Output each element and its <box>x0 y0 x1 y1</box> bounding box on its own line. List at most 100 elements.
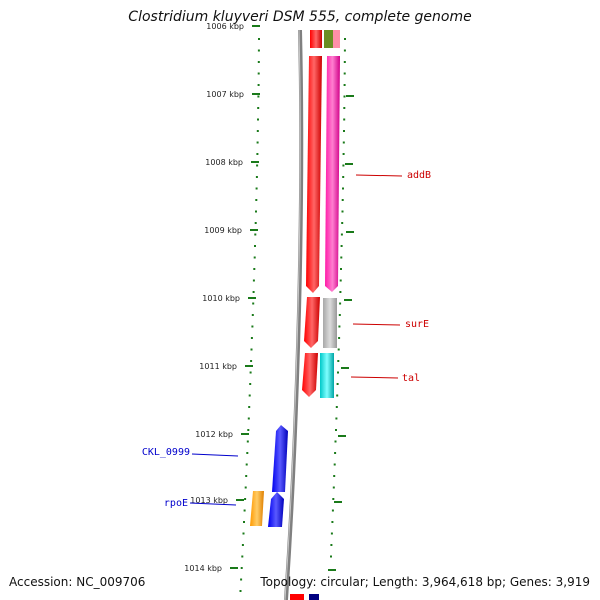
ruler-dot <box>249 383 252 385</box>
gene-label-rpoE: rpoE <box>164 498 188 509</box>
cds-red-lower <box>302 353 318 397</box>
ruler-dot <box>255 210 257 213</box>
tick-label: 1014 kbp <box>184 564 222 573</box>
gene-leader-line <box>355 174 403 177</box>
ruler-dot <box>256 141 259 144</box>
ruler-dot <box>257 118 259 121</box>
ruler-dot <box>249 371 252 374</box>
ruler-dot <box>343 118 346 121</box>
ruler-dot <box>257 95 260 98</box>
ruler-dot <box>331 521 334 523</box>
ruler-dot <box>341 199 344 201</box>
ruler-dot <box>257 84 260 86</box>
ruler-dot <box>257 61 260 63</box>
ruler-dot <box>335 417 338 420</box>
ruler-dot <box>256 164 259 167</box>
ruler-dot <box>342 153 345 155</box>
ruler-dot <box>334 440 337 443</box>
ruler-dot <box>242 532 245 535</box>
ruler-dot <box>344 38 346 40</box>
tick-label: 1007 kbp <box>206 90 244 99</box>
ruler-dot <box>334 452 337 454</box>
ruler-dot <box>256 130 259 132</box>
ruler-dot <box>257 49 260 52</box>
ruler-dot <box>246 452 249 454</box>
ruler-dot <box>254 233 257 236</box>
tick-label: 1012 kbp <box>195 430 233 439</box>
ruler-dot <box>244 486 247 489</box>
ruler-dot <box>343 95 346 98</box>
cds-gray-surE <box>323 298 337 348</box>
ruler-dot <box>243 521 245 523</box>
ruler-dot <box>240 567 243 569</box>
topology-text: Topology: circular; Length: 3,964,618 bp… <box>260 575 590 589</box>
ruler-dot <box>255 187 258 190</box>
ruler-dot <box>247 429 250 431</box>
ruler-dot <box>256 153 259 155</box>
ruler-dot <box>330 532 333 535</box>
ruler-dot <box>340 256 343 259</box>
gene-leader-line <box>352 323 401 326</box>
ruler-dot <box>250 348 253 351</box>
left-dotted-ruler <box>239 38 260 592</box>
ruler-dot <box>240 578 243 581</box>
accession-text: Accession: NC_009706 <box>9 575 146 589</box>
gene-label-surE: surE <box>405 319 429 330</box>
ruler-dot <box>248 406 251 408</box>
cds-blue-rpoE <box>268 492 284 527</box>
cds-red-large <box>306 56 322 293</box>
ruler-dot <box>342 164 345 167</box>
gene-label-CKL_0999: CKL_0999 <box>142 447 190 458</box>
tick-label: 1010 kbp <box>202 294 240 303</box>
ruler-dot <box>337 360 340 362</box>
feature-bottom-red <box>290 594 304 600</box>
ruler-dot <box>340 245 343 247</box>
gene-leader-line <box>191 453 239 457</box>
ruler-dot <box>330 555 332 558</box>
ruler-dot <box>333 475 336 477</box>
feature-top-red <box>310 30 322 48</box>
tick-label: 1008 kbp <box>205 158 243 167</box>
ruler-dot <box>335 406 338 408</box>
ruler-dot <box>340 268 342 270</box>
ruler-dot <box>343 84 346 86</box>
gene-leader-line <box>189 502 237 506</box>
ruler-dot <box>254 245 256 247</box>
ruler-dot <box>252 302 255 305</box>
tick-label: 1006 kbp <box>206 22 244 31</box>
ruler-dot <box>246 440 249 443</box>
ruler-dot <box>342 187 344 190</box>
ruler-dot <box>343 49 346 52</box>
ruler-dot <box>337 371 339 374</box>
ruler-dot <box>257 107 260 109</box>
ruler-dot <box>257 72 260 75</box>
ruler-dot <box>343 107 346 109</box>
ruler-dot <box>342 141 345 144</box>
ruler-dot <box>335 429 337 431</box>
ruler-dot <box>341 222 344 224</box>
cds-blue-CKL_0999 <box>272 425 288 492</box>
ruler-dot <box>338 337 341 339</box>
ruler-dot <box>343 72 346 75</box>
ruler-dot <box>255 176 258 178</box>
feature-top-pink <box>333 30 340 48</box>
ruler-dot <box>245 475 248 477</box>
ruler-dot <box>343 61 346 63</box>
ruler-dot <box>253 256 256 259</box>
kbp-ticks: 1006 kbp 1007 kbp 1008 kbp 1009 kbp 1010 kbp… <box>184 22 354 573</box>
ruler-dot <box>339 291 342 293</box>
ruler-dot <box>250 337 253 339</box>
tick-label: 1013 kbp <box>190 496 228 505</box>
feature-bottom-navy <box>309 594 319 600</box>
ruler-dot <box>254 222 257 224</box>
ruler-dot <box>339 302 342 305</box>
feature-top-olive <box>324 30 333 48</box>
ruler-dot <box>336 394 339 397</box>
map-title: Clostridium kluyveri DSM 555, complete g… <box>128 9 472 25</box>
ruler-dot <box>241 544 244 546</box>
ruler-dot <box>333 463 336 466</box>
ruler-dot <box>252 279 255 282</box>
genome-backbone <box>284 29 304 600</box>
gene-labels: addB surE tal CKL_0999 rpoE <box>142 170 431 509</box>
ruler-dot <box>331 509 334 512</box>
